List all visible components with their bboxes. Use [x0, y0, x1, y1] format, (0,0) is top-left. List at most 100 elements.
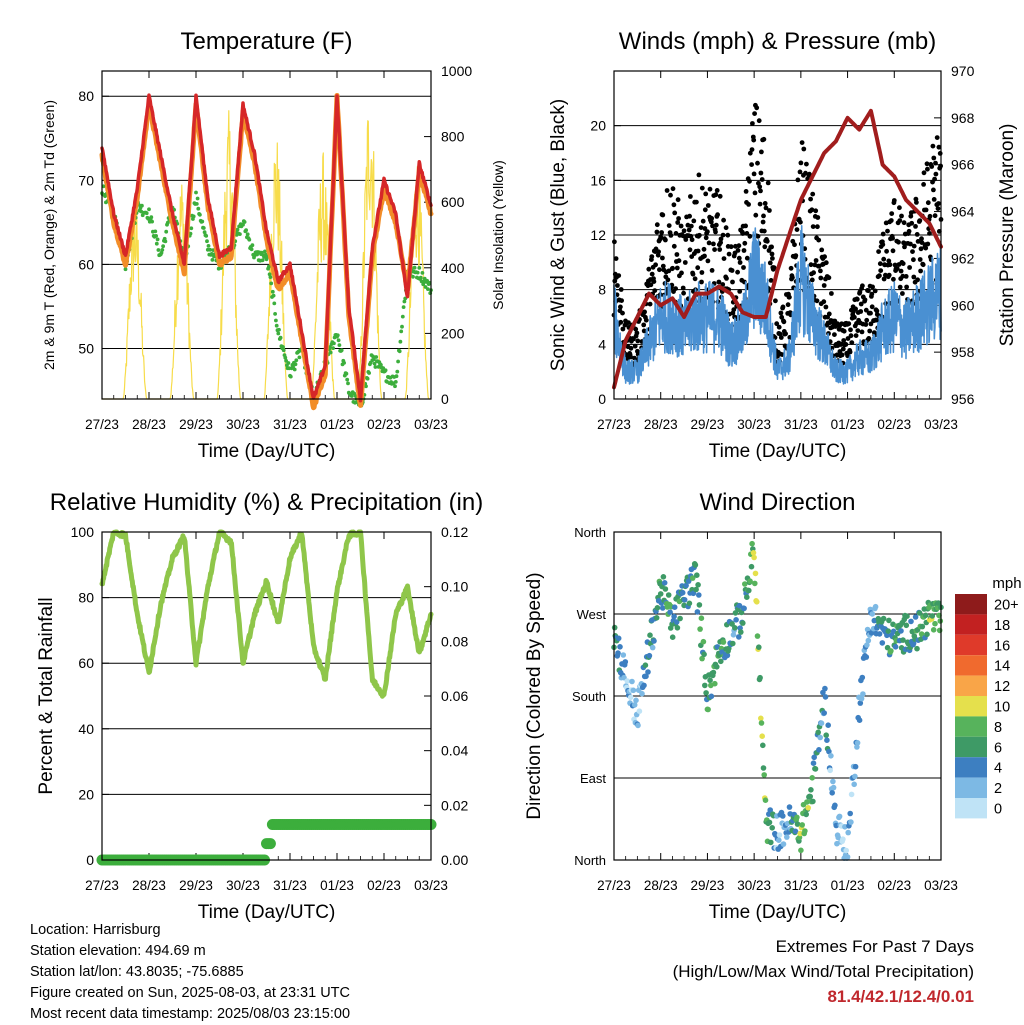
gust-point: [718, 240, 723, 246]
direction-point: [910, 640, 917, 647]
y-axis-label-right: Station Pressure (Maroon): [997, 124, 1018, 347]
gust-point: [900, 273, 906, 279]
gust-point: [765, 180, 771, 186]
gust-point: [715, 212, 720, 218]
dewpoint-point: [198, 212, 202, 217]
dewpoint-point: [272, 301, 277, 306]
direction-point: [937, 618, 944, 624]
dewpoint-point: [288, 374, 293, 379]
gust-point: [855, 328, 861, 333]
dewpoint-point: [286, 361, 291, 365]
x-axis-label: Time (Day/UTC): [198, 902, 336, 923]
direction-point: [786, 804, 793, 810]
gust-point: [676, 216, 681, 221]
gust-point: [753, 212, 759, 218]
dewpoint-point: [195, 196, 200, 201]
station-latlon: Station lat/lon: 43.8035; -75.6885: [30, 964, 244, 980]
direction-point: [857, 700, 864, 706]
gust-point: [933, 160, 938, 166]
direction-point: [749, 540, 755, 547]
gust-point: [776, 324, 782, 330]
gust-point: [686, 227, 692, 233]
dewpoint-point: [418, 275, 423, 280]
direction-point: [643, 673, 649, 680]
gust-point: [814, 298, 820, 304]
direction-point: [792, 828, 799, 835]
direction-point: [627, 694, 634, 701]
gust-point: [651, 279, 657, 284]
gust-point: [736, 255, 742, 261]
gust-point: [859, 329, 865, 335]
dewpoint-point: [271, 293, 276, 298]
gust-point: [687, 247, 693, 253]
legend-swatch: [955, 614, 987, 635]
dewpoint-point: [154, 234, 159, 238]
dewpoint-point: [263, 249, 267, 254]
gust-point: [823, 304, 829, 310]
gust-point: [691, 218, 697, 224]
dewpoint-point: [273, 312, 277, 316]
gust-point: [654, 222, 660, 228]
gust-point: [914, 232, 920, 237]
dewpoint-point: [364, 384, 368, 389]
dewpoint-point: [144, 211, 149, 216]
direction-point: [818, 720, 825, 726]
gust-point: [705, 229, 710, 235]
direction-point: [633, 697, 639, 704]
x-tick-label: 03/23: [414, 878, 448, 893]
gust-point: [821, 283, 827, 288]
direction-point: [826, 748, 832, 755]
direction-point: [935, 600, 942, 606]
direction-point: [665, 592, 672, 598]
gust-point: [749, 162, 754, 168]
x-tick-label: 02/23: [877, 878, 911, 893]
gust-point: [673, 231, 679, 236]
gust-point: [934, 135, 940, 141]
gust-point: [755, 160, 760, 166]
direction-point: [918, 631, 925, 637]
gust-point: [713, 229, 718, 235]
gust-point: [860, 283, 865, 289]
rh-series: [99, 529, 434, 699]
gust-point: [779, 314, 785, 320]
gust-point: [911, 274, 917, 280]
gust-point: [885, 228, 890, 234]
direction-point: [736, 634, 742, 640]
dewpoint-point: [281, 345, 285, 349]
legend-label: 2: [994, 781, 1002, 797]
x-tick-label: 31/23: [784, 417, 818, 432]
left-tick-label: 60: [78, 256, 94, 272]
direction-point: [847, 810, 853, 817]
gust-point: [881, 276, 887, 282]
x-tick-label: 02/23: [367, 878, 401, 893]
dewpoint-point: [400, 314, 405, 319]
gust-point: [620, 310, 625, 316]
legend-label: 4: [994, 761, 1002, 777]
gust-point: [619, 298, 624, 303]
gust-point: [699, 185, 705, 191]
direction-point: [697, 626, 703, 632]
direction-point: [708, 693, 715, 700]
gust-point: [798, 160, 804, 166]
dewpoint-point: [394, 374, 399, 379]
gust-point: [758, 170, 764, 176]
gust-point: [911, 257, 916, 263]
gust-point: [716, 279, 722, 285]
gust-point: [931, 155, 937, 161]
dewpoint-point: [383, 368, 388, 373]
dewpoint-point: [147, 207, 151, 212]
gust-point: [705, 258, 711, 264]
dewpoint-point: [242, 220, 247, 224]
left-tick-label: West: [577, 607, 607, 622]
direction-point: [898, 628, 904, 634]
direction-point: [880, 615, 887, 622]
gust-point: [790, 275, 795, 280]
gust-point: [660, 212, 666, 218]
gust-point: [683, 237, 689, 242]
extremes-subtitle: (High/Low/Max Wind/Total Precipitation): [672, 962, 974, 981]
dewpoint-point: [140, 203, 144, 208]
plot-frame: [101, 70, 432, 400]
gust-point: [872, 288, 878, 294]
direction-point: [811, 754, 817, 761]
x-tick-label: 03/23: [414, 417, 448, 432]
